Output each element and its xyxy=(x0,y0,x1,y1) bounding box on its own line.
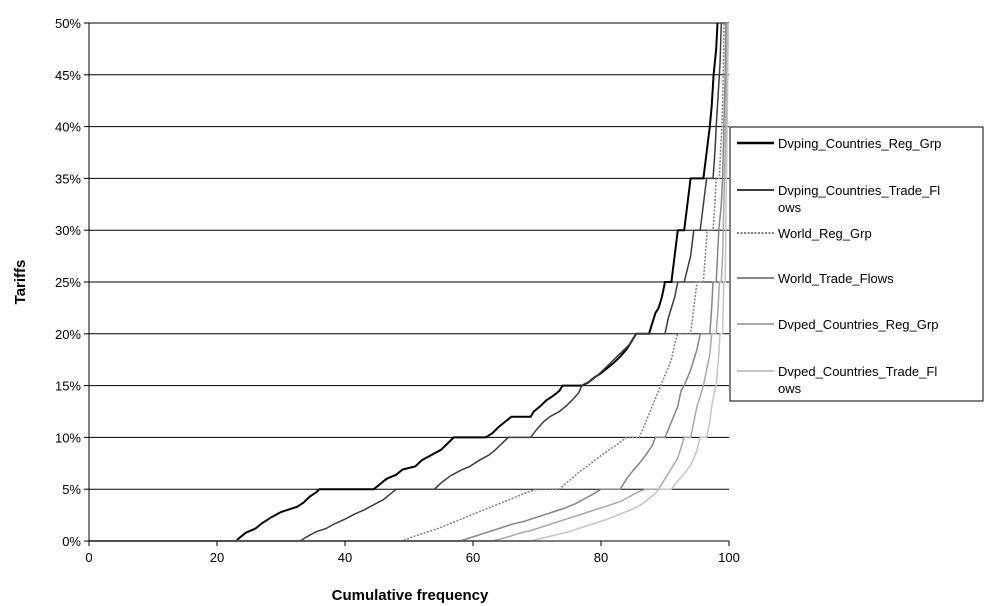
x-tick-label-4: 80 xyxy=(594,550,608,565)
legend-label-4-line-0: Dvped_Countries_Reg_Grp xyxy=(778,317,938,332)
y-tick-label-9: 45% xyxy=(55,68,81,83)
x-tick-label-5: 100 xyxy=(718,550,740,565)
y-tick-labels: 0% 5% 10% 15% 20% 25% 30% 35% 40% 45% 50% xyxy=(55,16,81,549)
y-tick-label-4: 20% xyxy=(55,327,81,342)
series-line-4 xyxy=(89,22,728,542)
y-tick-label-7: 35% xyxy=(55,171,81,186)
y-tick-label-0: 0% xyxy=(62,534,81,549)
axes xyxy=(84,22,730,546)
legend-label-2-line-0: World_Reg_Grp xyxy=(778,226,872,241)
series-line-2 xyxy=(89,22,725,542)
plot-area xyxy=(84,22,730,546)
x-axis-title: Cumulative frequency xyxy=(332,587,489,604)
y-tick-label-10: 50% xyxy=(55,16,81,31)
x-tick-label-1: 20 xyxy=(210,550,224,565)
x-tick-label-2: 40 xyxy=(338,550,352,565)
series-line-3 xyxy=(89,22,727,542)
y-axis-title: Tariffs xyxy=(12,260,29,305)
series-line-5 xyxy=(89,22,730,542)
y-tick-label-8: 40% xyxy=(55,120,81,135)
legend-label-0-line-0: Dvping_Countries_Reg_Grp xyxy=(778,136,941,151)
y-tick-label-3: 15% xyxy=(55,379,81,394)
legend-items: Dvping_Countries_Reg_Grp Dvping_Countries… xyxy=(737,136,941,396)
y-tick-label-1: 5% xyxy=(62,482,81,497)
legend-label-5-line-0: Dvped_Countries_Trade_Fl xyxy=(778,364,937,379)
y-tick-label-5: 25% xyxy=(55,275,81,290)
legend-label-1-line-1: ows xyxy=(778,200,802,215)
series-line-0 xyxy=(89,22,719,542)
y-tick-label-6: 30% xyxy=(55,223,81,238)
legend-label-3-line-0: World_Trade_Flows xyxy=(778,271,894,286)
x-tick-label-0: 0 xyxy=(85,550,92,565)
y-tick-label-2: 10% xyxy=(55,430,81,445)
x-tick-labels: 0 20 40 60 80 100 xyxy=(85,550,739,565)
legend-label-1-line-0: Dvping_Countries_Trade_Fl xyxy=(778,183,940,198)
x-tick-label-3: 60 xyxy=(466,550,480,565)
series-lines xyxy=(89,22,730,542)
legend-label-5-line-1: ows xyxy=(778,381,802,396)
legend-box xyxy=(729,126,984,402)
series-line-1 xyxy=(89,22,723,542)
legend: Dvping_Countries_Reg_Grp Dvping_Countries… xyxy=(729,126,984,402)
